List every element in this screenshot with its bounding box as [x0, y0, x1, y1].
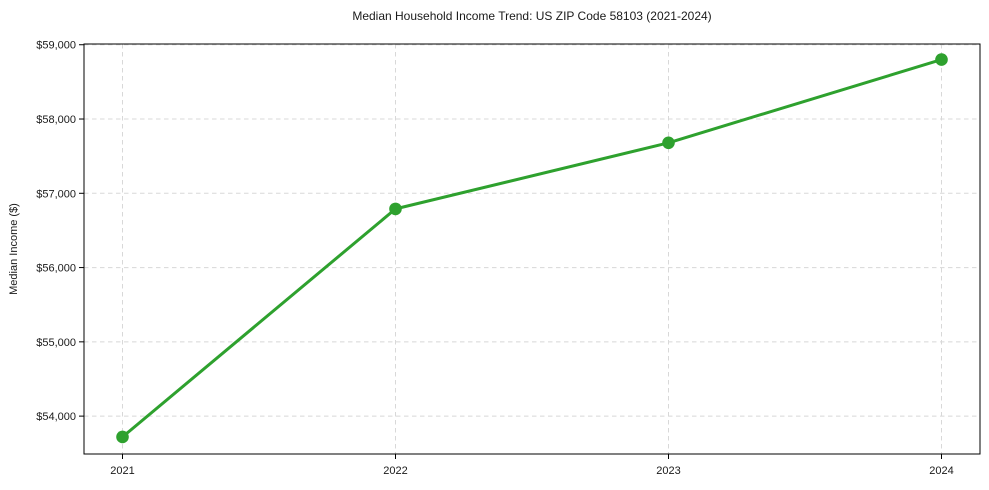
plot-frame — [83, 43, 981, 455]
data-point-2023 — [662, 136, 675, 150]
data-point-2024 — [935, 53, 948, 66]
y-tick-label: $59,000 — [36, 40, 76, 52]
x-tick-label: 2023 — [656, 465, 680, 477]
trend-line — [121, 58, 943, 439]
x-tick-label: 2022 — [383, 465, 407, 477]
y-tick-label: $55,000 — [36, 337, 76, 349]
chart-title: Median Household Income Trend: US ZIP Co… — [352, 9, 712, 23]
y-tick-label: $56,000 — [36, 263, 76, 275]
data-point-2021 — [116, 430, 129, 444]
x-tick-label: 2024 — [929, 465, 953, 477]
y-tick-label: $57,000 — [36, 188, 76, 200]
x-tick-label: 2021 — [110, 465, 134, 477]
data-point-2022 — [389, 202, 402, 216]
y-tick-label: $54,000 — [36, 411, 76, 423]
y-tick-label: $58,000 — [36, 114, 76, 126]
y-axis-label: Median Income ($) — [8, 203, 20, 295]
